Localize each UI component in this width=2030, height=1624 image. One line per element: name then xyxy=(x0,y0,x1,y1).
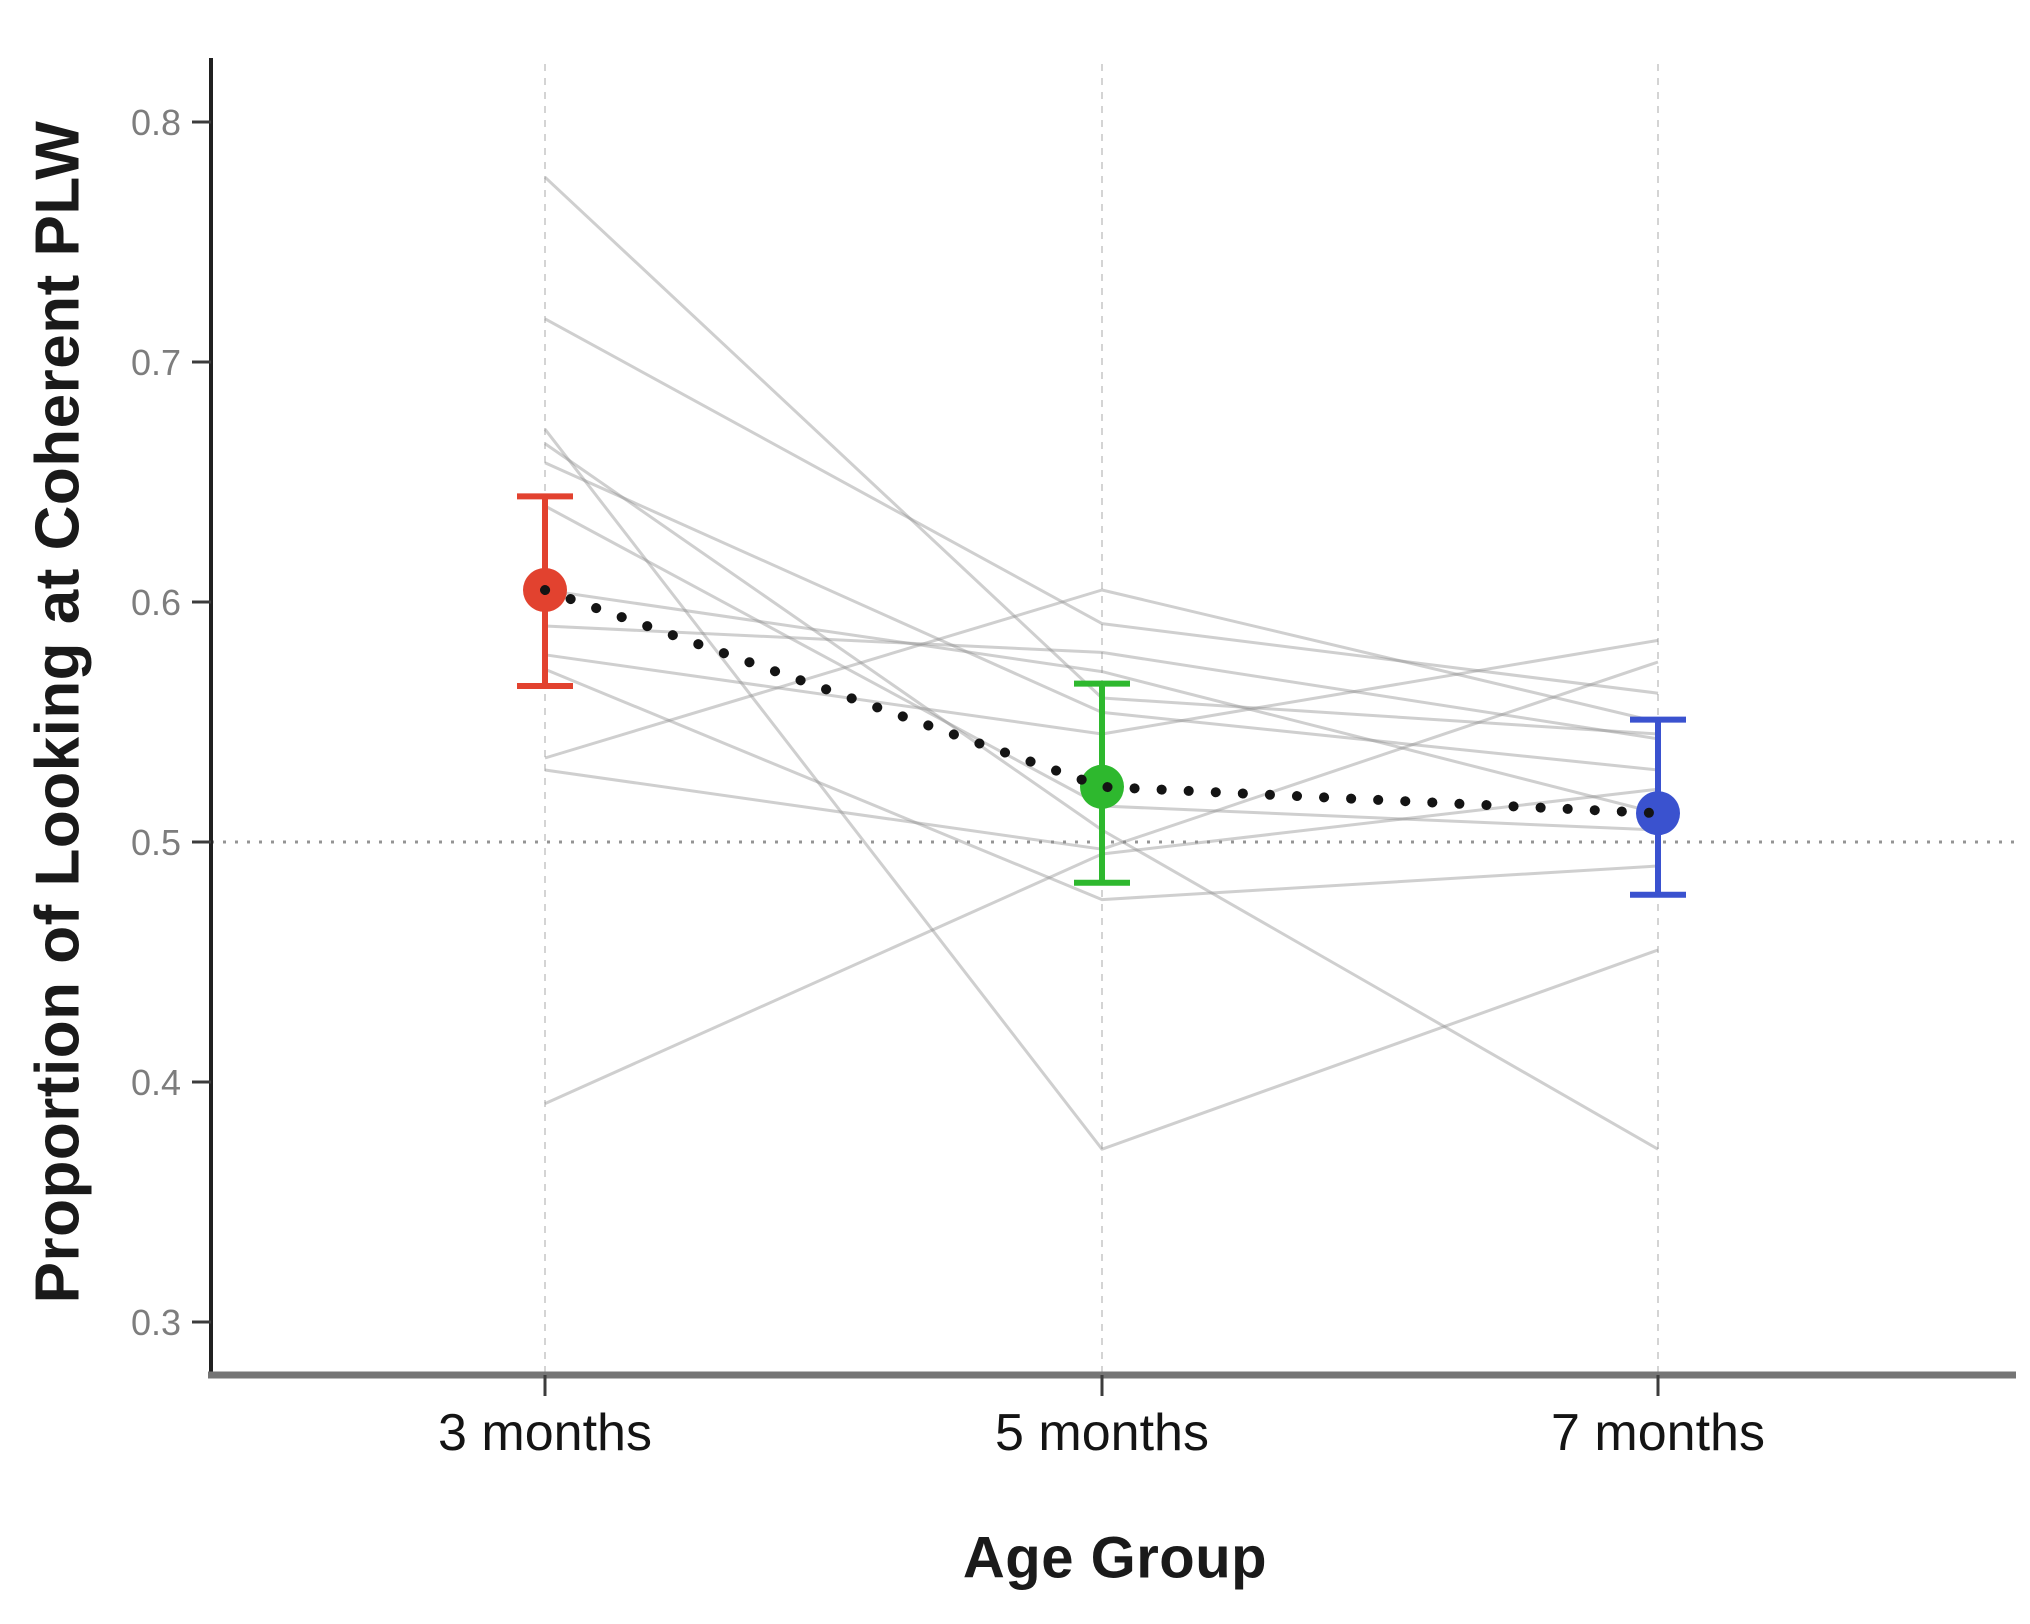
y-tick-label: 0.8 xyxy=(131,102,181,143)
y-tick-label: 0.4 xyxy=(131,1062,181,1103)
mean-point-5 months xyxy=(1080,764,1124,809)
y-tick-label: 0.6 xyxy=(131,582,181,623)
individual-subject-line xyxy=(543,428,1659,1151)
y-tick-label: 0.3 xyxy=(131,1302,181,1343)
x-axis-title: Age Group xyxy=(962,1525,1268,1591)
individual-subject-line xyxy=(544,624,1659,741)
y-axis-title: Proportion of Looking at Coherent PLW xyxy=(23,120,93,1304)
x-tick-label: 7 months xyxy=(1551,1404,1765,1462)
x-tick-label: 5 months xyxy=(995,1404,1209,1462)
individual-subject-line xyxy=(544,588,1659,815)
x-tick-label: 3 months xyxy=(438,1404,652,1462)
mean-point-7 months xyxy=(1636,791,1680,836)
individual-subject-line xyxy=(544,588,1659,760)
individual-subject-line xyxy=(544,667,1659,902)
y-tick-label: 0.7 xyxy=(131,342,181,383)
individual-subject-line xyxy=(544,317,1659,695)
y-tick-label: 0.5 xyxy=(131,822,181,863)
